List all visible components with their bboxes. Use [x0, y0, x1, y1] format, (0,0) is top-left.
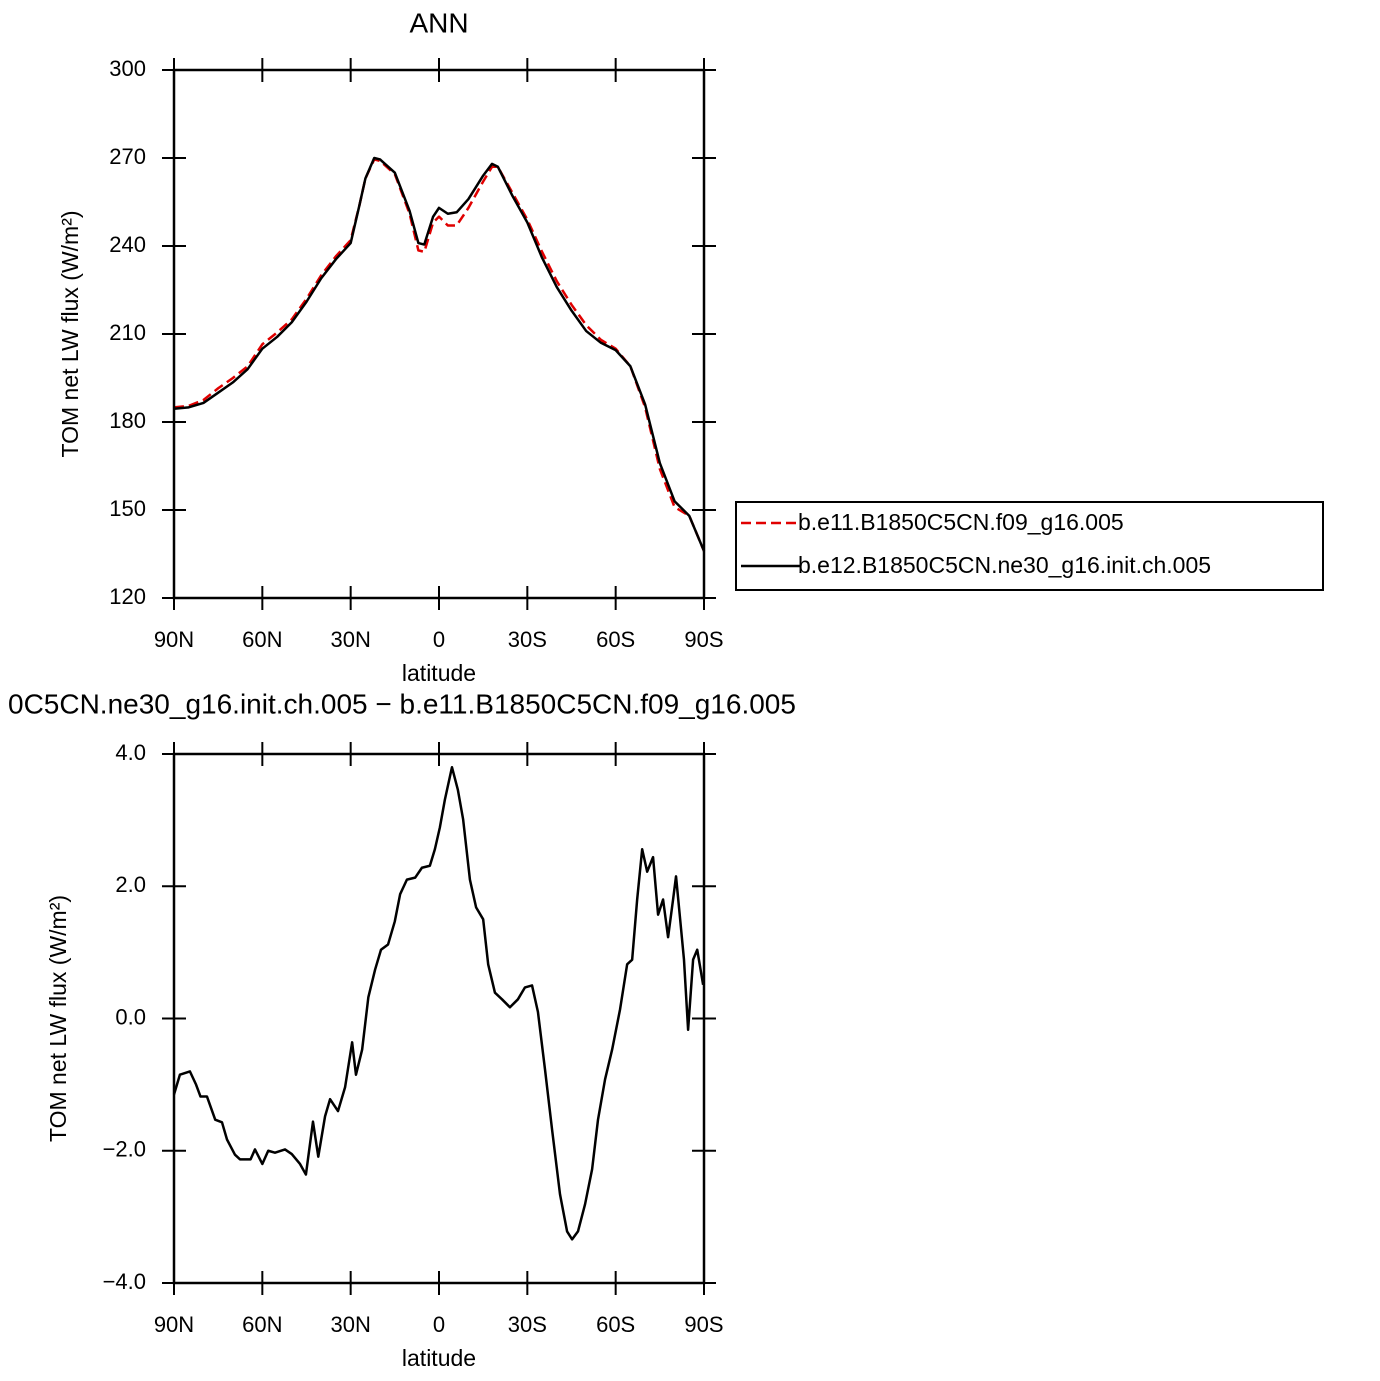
y-tick-label: 0.0: [115, 1004, 146, 1029]
line-series: [173, 158, 706, 552]
x-tick-label: 60S: [596, 1312, 635, 1337]
x-tick-label: 90N: [154, 1312, 194, 1337]
y-tick-label: 2.0: [115, 872, 146, 897]
y-tick-label: 180: [109, 408, 146, 433]
y-axis-label: TOM net LW flux (W/m²): [45, 895, 71, 1142]
legend-label: b.e11.B1850C5CN.f09_g16.005: [798, 509, 1124, 535]
chart-title: ANN: [409, 7, 468, 38]
y-tick-label: −4.0: [103, 1269, 146, 1294]
legend-label: b.e12.B1850C5CN.ne30_g16.init.ch.005: [798, 552, 1211, 578]
y-tick-label: −2.0: [103, 1137, 146, 1162]
x-axis-label: latitude: [402, 1345, 476, 1371]
plot-frame: [172, 752, 706, 1285]
x-tick-label: 90N: [154, 627, 194, 652]
line-series: [173, 156, 706, 552]
x-tick-label: 90S: [684, 1312, 723, 1337]
y-axis-label: TOM net LW flux (W/m²): [57, 210, 83, 457]
chart-title: 0C5CN.ne30_g16.init.ch.005 − b.e11.B1850…: [8, 688, 796, 719]
legend-box: [735, 501, 1324, 591]
plot-frame: [172, 68, 706, 600]
x-tick-label: 30N: [330, 1312, 370, 1337]
y-tick-label: 120: [109, 584, 146, 609]
line-series: [172, 765, 705, 1241]
x-tick-label: 60N: [242, 627, 282, 652]
y-tick-label: 4.0: [115, 740, 146, 765]
x-tick-label: 60N: [242, 1312, 282, 1337]
y-tick-label: 240: [109, 232, 146, 257]
x-tick-label: 30S: [508, 627, 547, 652]
x-tick-label: 30N: [330, 627, 370, 652]
x-axis-label: latitude: [402, 660, 476, 686]
y-tick-label: 270: [109, 144, 146, 169]
y-tick-label: 210: [109, 320, 146, 345]
y-tick-label: 150: [109, 496, 146, 521]
x-tick-label: 60S: [596, 627, 635, 652]
y-tick-label: 300: [109, 56, 146, 81]
x-tick-label: 0: [433, 627, 445, 652]
x-tick-label: 0: [433, 1312, 445, 1337]
x-tick-label: 90S: [684, 627, 723, 652]
x-tick-label: 30S: [508, 1312, 547, 1337]
